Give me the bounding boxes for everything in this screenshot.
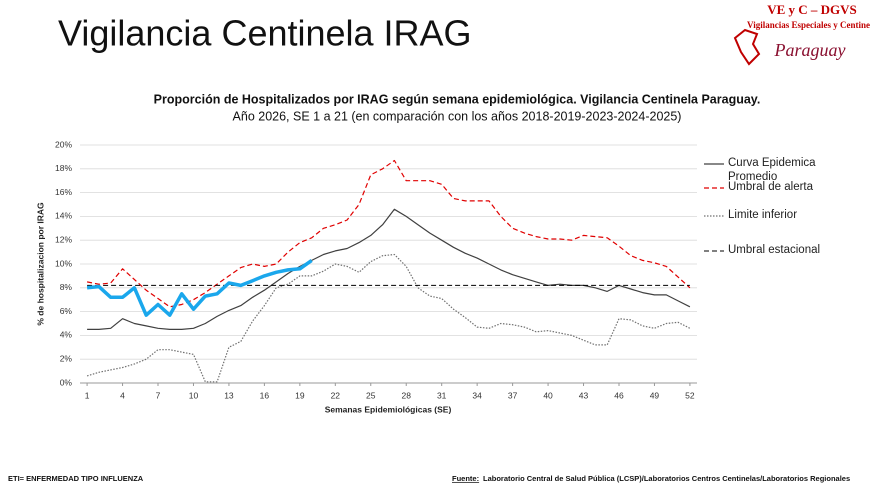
source: Laboratorio Central de Salud Pública (LC… <box>483 474 850 483</box>
x-tick-label: 10 <box>189 390 199 400</box>
legend-label: Umbral de alerta <box>728 181 814 193</box>
logo-title: VE y C – DGVS <box>767 2 857 17</box>
series-line <box>86 253 691 383</box>
y-tick-label: 6% <box>60 306 73 316</box>
source-label: Fuente: <box>452 474 479 483</box>
y-tick-label: 0% <box>60 377 73 387</box>
x-tick-label: 22 <box>331 390 341 400</box>
x-tick-label: 37 <box>508 390 518 400</box>
series-line <box>86 159 691 308</box>
footer-note: ETI= ENFERMEDAD TIPO INFLUENZA <box>8 474 144 483</box>
x-tick-label: 46 <box>614 390 624 400</box>
x-tick-label: 40 <box>543 390 553 400</box>
x-tick-label: 16 <box>260 390 270 400</box>
y-tick-label: 14% <box>55 211 72 221</box>
y-tick-label: 20% <box>55 139 72 149</box>
x-tick-label: 49 <box>650 390 660 400</box>
y-tick-label: 12% <box>55 234 72 244</box>
y-tick-label: 2% <box>60 353 73 363</box>
y-tick-label: 16% <box>55 187 72 197</box>
x-tick-label: 52 <box>685 390 695 400</box>
logo-country: Paraguay <box>774 40 846 60</box>
page-title: Vigilancia Centinela IRAG <box>58 13 472 54</box>
x-tick-label: 1 <box>85 390 90 400</box>
y-tick-label: 4% <box>60 330 73 340</box>
y-tick-label: 8% <box>60 282 73 292</box>
chart-title: Proporción de Hospitalizados por IRAG se… <box>154 92 761 106</box>
legend-label: Limite inferior <box>728 209 798 221</box>
y-tick-label: 18% <box>55 163 72 173</box>
y-axis-label: % de hospitalizacion por IRAG <box>35 202 45 326</box>
x-tick-label: 19 <box>295 390 305 400</box>
x-tick-label: 43 <box>579 390 589 400</box>
x-axis-label: Semanas Epidemiológicas (SE) <box>325 404 452 414</box>
x-tick-label: 31 <box>437 390 447 400</box>
series-line <box>86 258 313 317</box>
x-tick-label: 25 <box>366 390 376 400</box>
logo-map <box>733 28 761 66</box>
legend-label: Curva Epidemica Promedio <box>728 157 816 183</box>
legend-label: Umbral estacional <box>728 244 821 256</box>
x-tick-label: 4 <box>120 390 125 400</box>
x-tick-label: 34 <box>472 390 482 400</box>
x-tick-label: 13 <box>224 390 234 400</box>
series-line <box>87 208 691 330</box>
x-tick-label: 28 <box>401 390 411 400</box>
y-tick-label: 10% <box>55 258 72 268</box>
chart-subtitle: Año 2026, SE 1 a 21 (en comparación con … <box>233 109 682 123</box>
logo-subtitle: Vigilancias Especiales y Centinela <box>747 20 870 30</box>
x-tick-label: 7 <box>156 390 161 400</box>
